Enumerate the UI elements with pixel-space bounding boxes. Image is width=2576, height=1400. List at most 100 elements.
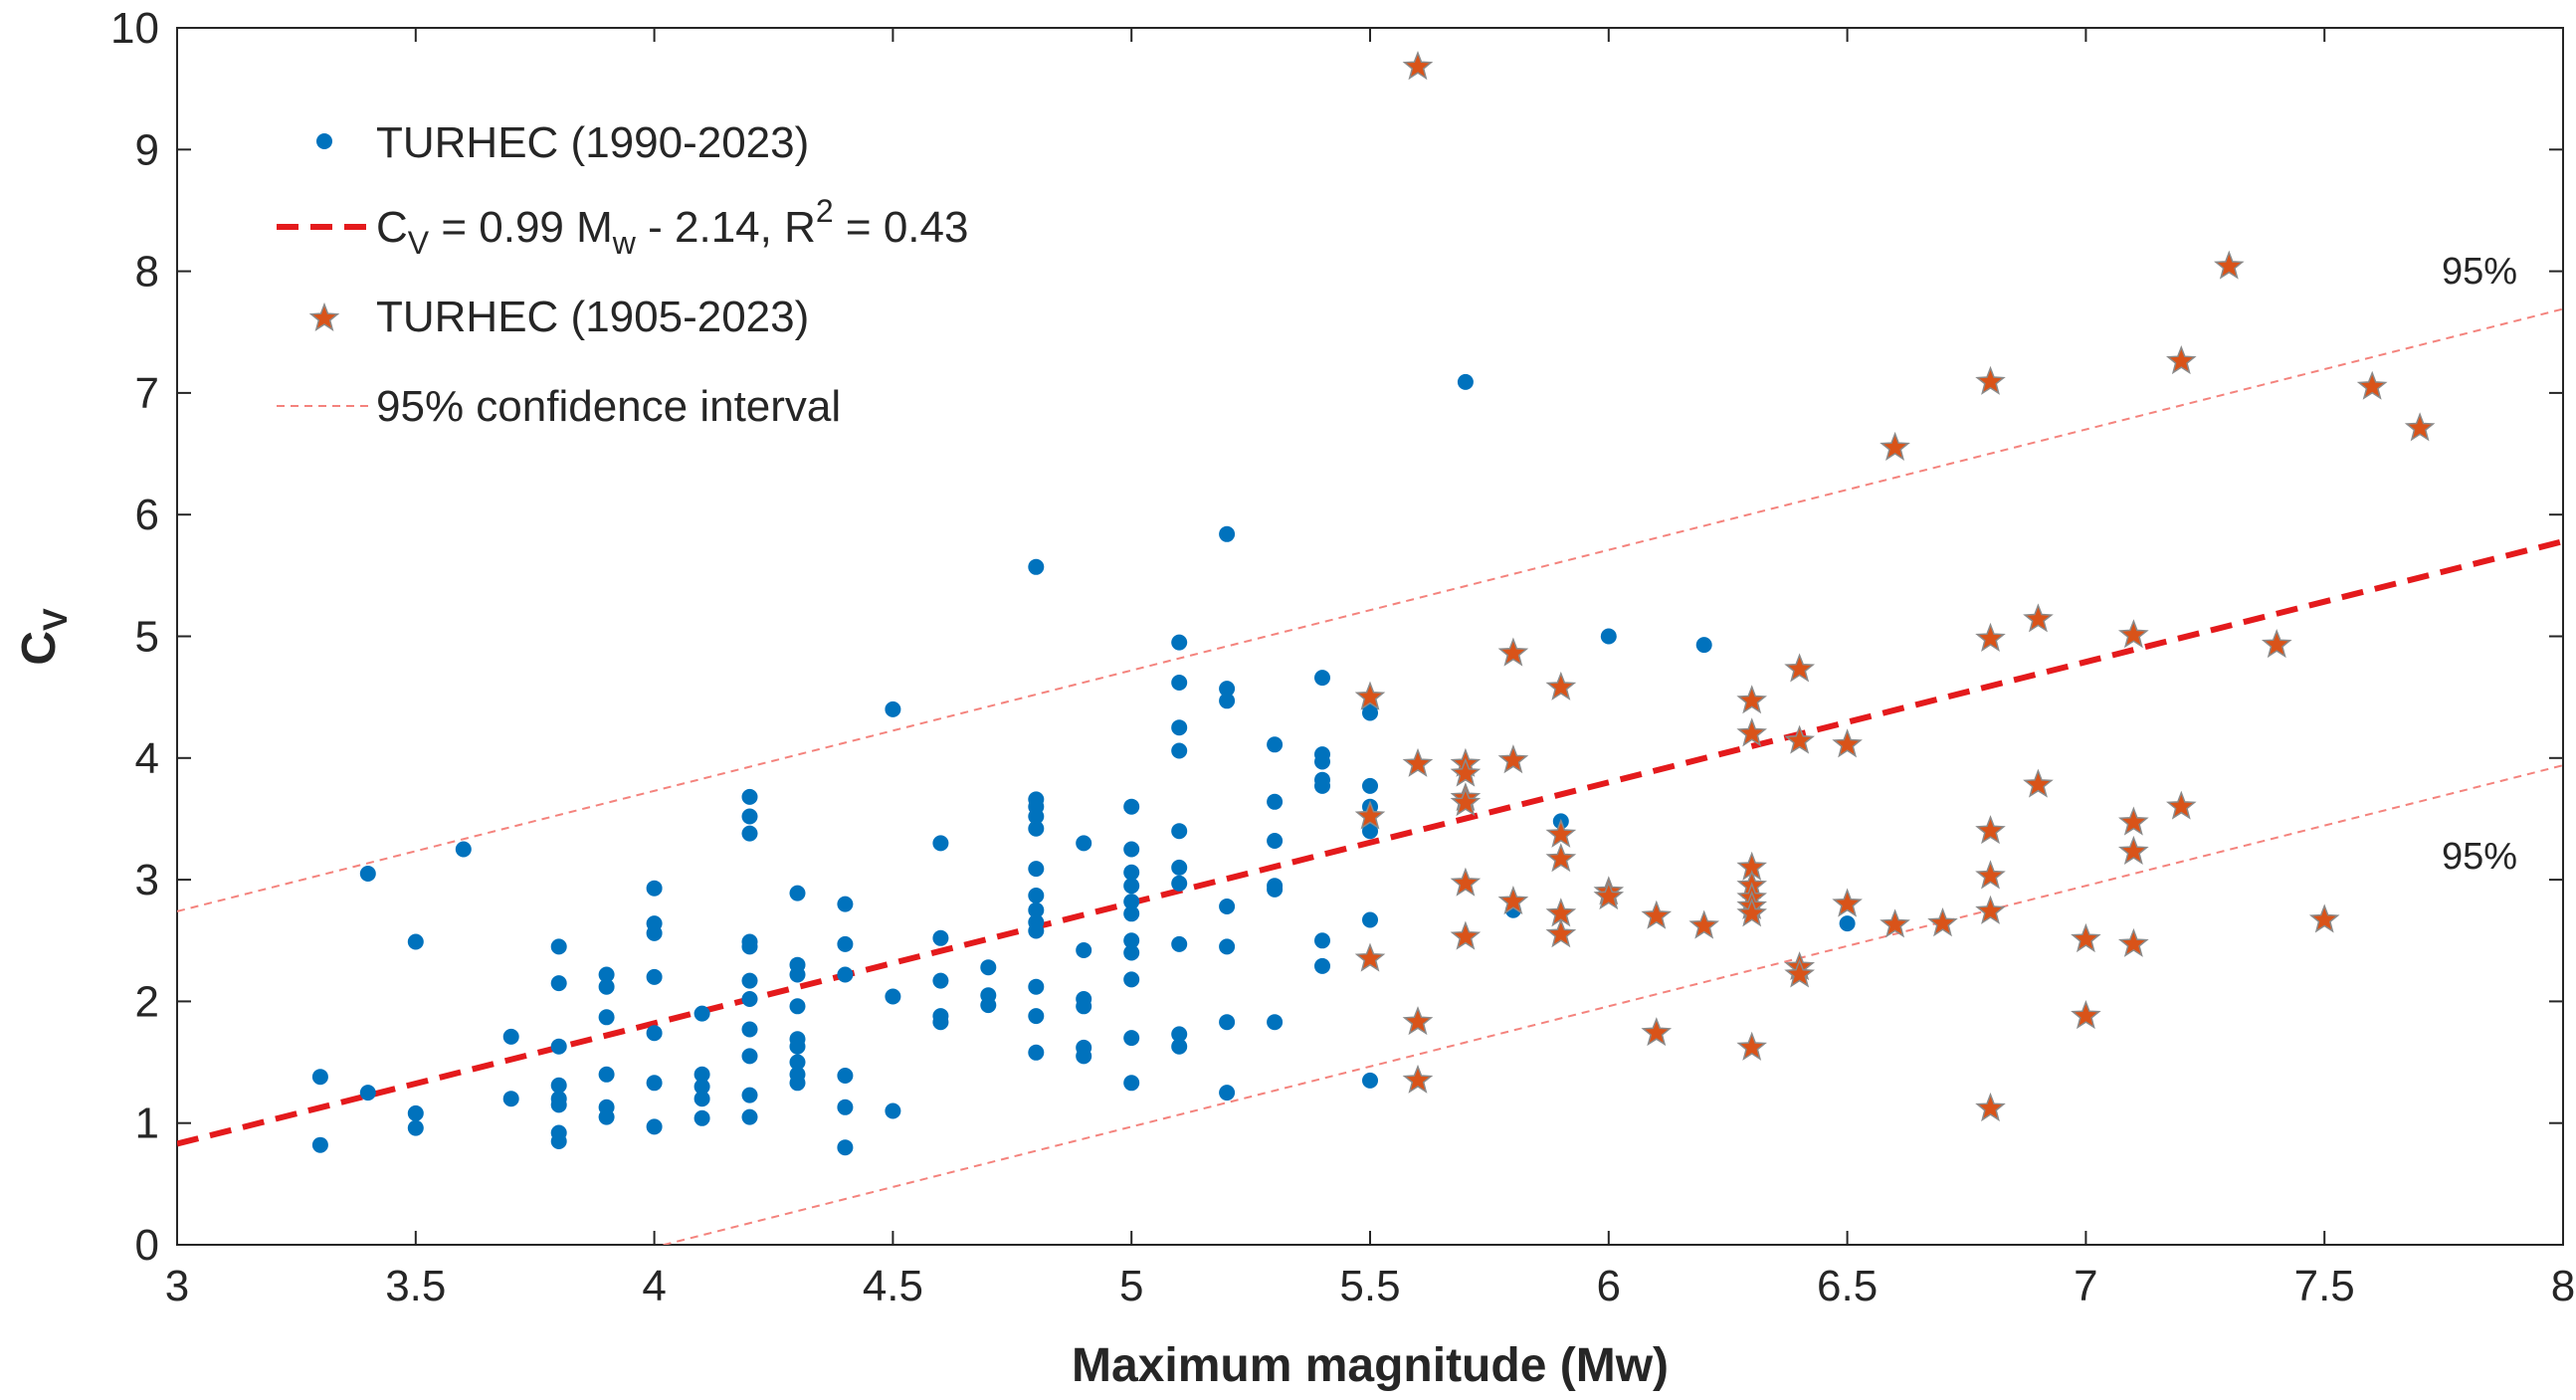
data-point-star — [1402, 1006, 1434, 1036]
data-point-dot — [1314, 753, 1330, 770]
data-point-dot — [1123, 1075, 1140, 1092]
data-point-dot — [837, 896, 854, 912]
legend-fit-w-sub: w — [612, 225, 637, 261]
data-point-dot — [407, 1119, 424, 1136]
data-point-dot — [1123, 864, 1140, 881]
data-point-dot — [1123, 798, 1140, 815]
data-point-star — [1545, 843, 1577, 873]
data-point-dot — [1028, 808, 1045, 825]
data-point-dot — [1171, 1038, 1188, 1055]
x-tick-label: 4 — [642, 1262, 666, 1310]
legend: TURHEC (1990-2023) CV = 0.99 Mw - 2.14, … — [277, 118, 968, 431]
x-axis: 3 3.5 4 4.5 5 5.5 6 6.5 7 7.5 8 — [165, 28, 2575, 1310]
fit-lines — [177, 307, 2563, 1245]
legend-fit-r2-value: = 0.43 — [834, 203, 969, 252]
data-point-dot — [837, 1068, 854, 1084]
data-point-star — [1832, 728, 1863, 758]
data-point-dot — [1267, 793, 1284, 810]
data-point-dot — [885, 700, 901, 717]
data-point-dot — [1076, 942, 1092, 958]
data-point-star — [2166, 790, 2197, 820]
data-point-star — [2308, 903, 2340, 933]
data-point-dot — [646, 924, 663, 941]
data-point-dot — [1076, 998, 1092, 1015]
data-point-dot — [1219, 1014, 1236, 1031]
data-point-dot — [1076, 1048, 1092, 1065]
data-point-dot — [1314, 670, 1330, 687]
data-point-star — [1927, 906, 1958, 937]
y-axis-title-sub: V — [37, 608, 75, 631]
legend-item-stars: TURHEC (1905-2023) — [308, 293, 809, 341]
data-point-star — [2023, 768, 2054, 798]
data-point-dot — [1362, 704, 1378, 721]
data-point-star — [1354, 800, 1386, 830]
data-point-dot — [789, 885, 806, 901]
data-point-star — [2166, 345, 2197, 375]
legend-label-stars: TURHEC (1905-2023) — [376, 293, 809, 341]
data-point-dot — [694, 1005, 710, 1022]
x-tick-label: 6 — [1597, 1262, 1621, 1310]
data-point-dot — [1314, 777, 1330, 794]
x-tick-label: 3.5 — [385, 1262, 446, 1310]
ci-upper-line — [177, 307, 2563, 912]
data-point-dot — [741, 1021, 758, 1038]
data-point-dot — [455, 841, 472, 858]
data-point-dot — [550, 1038, 567, 1055]
data-point-star — [1641, 1017, 1673, 1047]
data-point-dot — [407, 933, 424, 950]
data-point-dot — [646, 968, 663, 985]
data-point-dot — [694, 1079, 710, 1095]
data-point-star — [2214, 250, 2245, 280]
data-point-star — [1975, 815, 2006, 845]
data-point-dot — [1123, 894, 1140, 910]
legend-label-dots: TURHEC (1990-2023) — [376, 118, 809, 167]
y-tick-label: 0 — [135, 1221, 159, 1270]
data-point-star — [1688, 909, 1719, 939]
data-point-dot — [1267, 881, 1284, 898]
data-point-dot — [1362, 777, 1378, 794]
y-tick-label: 1 — [135, 1100, 159, 1148]
data-point-dot — [837, 1139, 854, 1156]
data-point-dot — [407, 1104, 424, 1121]
data-point-star — [1784, 724, 1816, 754]
legend-fit-c: C — [376, 203, 408, 252]
data-point-dot — [694, 1066, 710, 1083]
data-point-dot — [1028, 978, 1045, 995]
data-point-dot — [502, 1028, 519, 1045]
data-point-dot — [646, 1025, 663, 1042]
data-point-dot — [1219, 938, 1236, 955]
data-point-dot — [1028, 901, 1045, 918]
data-point-dot — [1123, 944, 1140, 961]
data-point-dot — [789, 966, 806, 983]
data-point-dot — [646, 880, 663, 897]
data-point-dot — [741, 788, 758, 805]
data-point-dot — [789, 1054, 806, 1071]
x-tick-label: 5 — [1119, 1262, 1143, 1310]
data-point-dot — [1267, 736, 1284, 753]
data-point-dot — [741, 972, 758, 989]
y-tick-label: 2 — [135, 977, 159, 1026]
data-point-star — [1641, 900, 1673, 929]
data-point-dot — [741, 991, 758, 1007]
data-point-dot — [1171, 742, 1188, 759]
data-point-dot — [932, 835, 949, 852]
data-point-dot — [1219, 525, 1236, 542]
data-point-star — [1784, 653, 1816, 683]
y-tick-label: 3 — [135, 856, 159, 904]
data-point-dot — [1123, 878, 1140, 895]
y-tick-label: 7 — [135, 369, 159, 418]
data-point-dot — [1028, 820, 1045, 837]
data-point-dot — [980, 997, 997, 1014]
data-point-dot — [1314, 957, 1330, 974]
data-point-dot — [1123, 905, 1140, 922]
data-point-star — [1736, 685, 1767, 714]
data-point-dot — [980, 959, 997, 976]
data-point-star — [1975, 860, 2006, 890]
data-point-dot — [550, 975, 567, 992]
x-axis-title: Maximum magnitude (Mw) — [1072, 1339, 1669, 1392]
data-point-dot — [550, 938, 567, 955]
data-point-dot — [550, 1077, 567, 1094]
x-tick-label: 6.5 — [1817, 1262, 1878, 1310]
y-tick-label: 5 — [135, 613, 159, 662]
data-point-dot — [932, 972, 949, 989]
